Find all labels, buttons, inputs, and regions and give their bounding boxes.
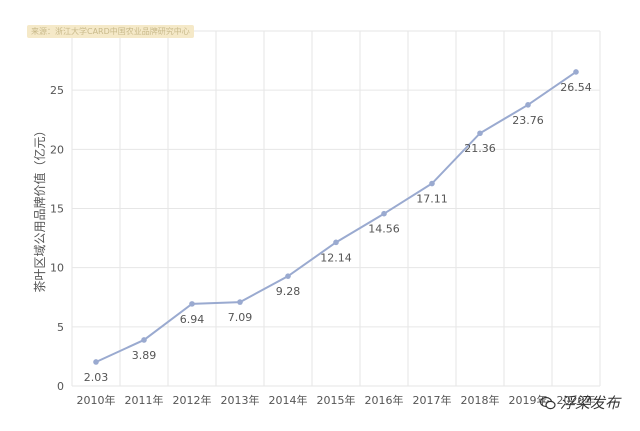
- x-tick-label: 2018年: [461, 393, 500, 407]
- axes: 0510152025302010年2011年2012年2013年2014年201…: [50, 25, 596, 407]
- y-tick-label: 25: [50, 84, 64, 97]
- data-point: [429, 180, 435, 187]
- data-point: [381, 210, 387, 217]
- data-label: 26.54: [560, 81, 592, 94]
- x-tick-label: 2011年: [125, 393, 164, 407]
- data-label: 3.89: [132, 349, 157, 362]
- data-point: [237, 299, 243, 305]
- x-tick-label: 2012年: [173, 393, 212, 407]
- watermark: 浮梁发布: [539, 392, 620, 413]
- data-label: 6.94: [180, 313, 205, 326]
- wechat-icon: [539, 396, 556, 409]
- data-label: 17.11: [416, 193, 448, 206]
- data-label: 23.76: [512, 114, 544, 127]
- data-label: 9.28: [276, 285, 301, 298]
- data-label: 21.36: [464, 142, 496, 155]
- y-tick-label: 5: [57, 321, 64, 334]
- x-tick-label: 2019年: [509, 393, 548, 407]
- y-axis-label: 茶叶区域公用品牌价值（亿元）: [32, 124, 47, 292]
- data-point: [93, 359, 99, 365]
- grid: [71, 30, 601, 387]
- data-label: 14.56: [368, 223, 400, 236]
- data-point: [477, 130, 483, 137]
- x-tick-label: 2020年: [557, 393, 596, 407]
- watermark-text: 浮梁发布: [559, 394, 620, 412]
- y-tick-label: 0: [57, 380, 64, 393]
- x-tick-label: 2010年: [77, 393, 116, 407]
- y-tick-label: 15: [50, 203, 64, 216]
- data-point: [333, 239, 339, 246]
- data-point: [573, 69, 579, 75]
- data-point: [525, 102, 531, 108]
- x-tick-label: 2013年: [221, 393, 260, 407]
- series-line: [93, 69, 579, 365]
- data-point: [189, 301, 195, 307]
- data-label: 2.03: [84, 371, 109, 384]
- x-tick-label: 2016年: [365, 393, 404, 407]
- data-point: [285, 273, 291, 279]
- source-tag: 来源：浙江大学CARD中国农业品牌研究中心: [27, 25, 194, 38]
- data-label: 7.09: [228, 311, 253, 324]
- x-tick-label: 2014年: [269, 393, 308, 407]
- data-labels: 2.03 3.89 6.94 7.09 9.28 12.14 14.56 17.11 21.36…: [84, 81, 592, 384]
- x-tick-label: 2015年: [317, 393, 356, 407]
- data-label: 12.14: [320, 251, 352, 264]
- x-tick-label: 2017年: [413, 393, 452, 407]
- y-tick-label: 20: [50, 143, 64, 156]
- y-tick-label: 10: [50, 262, 64, 275]
- data-point: [141, 337, 147, 343]
